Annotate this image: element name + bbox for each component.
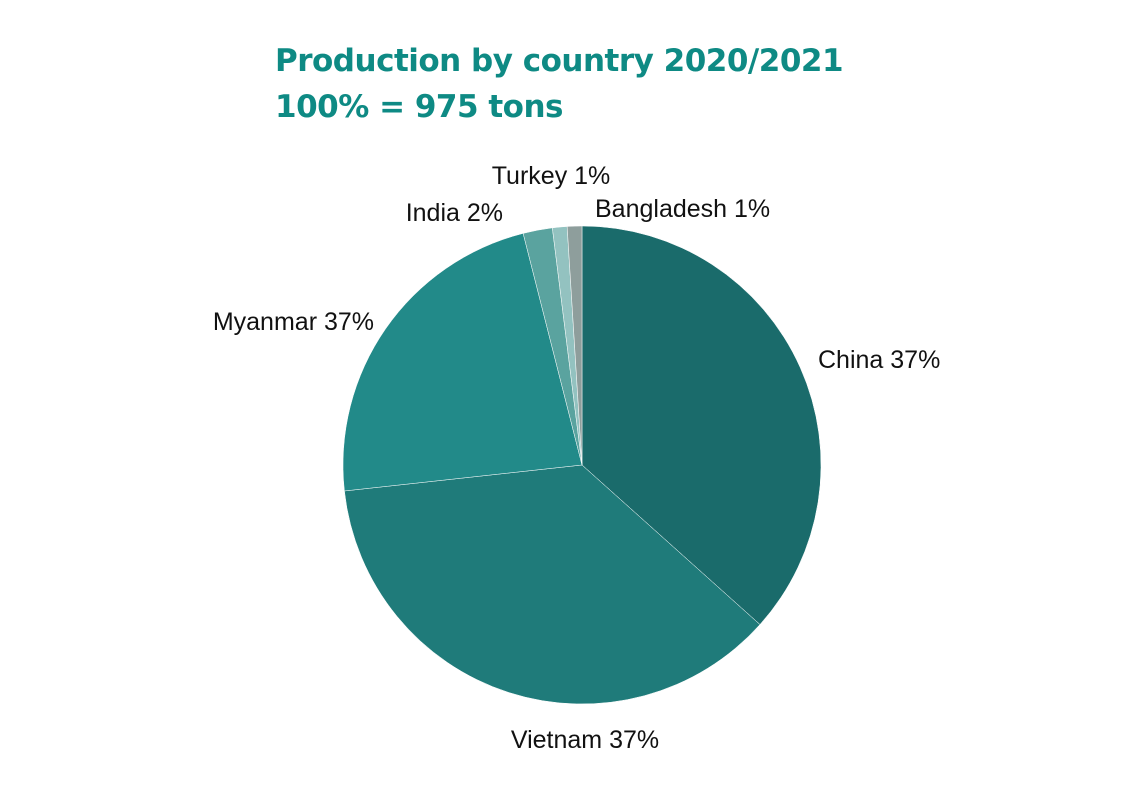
slice-label-3: India 2%: [406, 199, 503, 227]
slice-label-0: China 37%: [818, 346, 940, 374]
pie-labels: China 37% Vietnam 37% Myanmar 37% India 2% T…: [213, 162, 940, 754]
chart-title: Production by country 2020/2021: [275, 43, 844, 79]
pie-slice-1: [344, 464, 761, 705]
pie-slice-2: [342, 233, 583, 492]
pie-slices: [342, 225, 822, 705]
slice-label-1: Vietnam 37%: [511, 726, 659, 754]
pie-slice-5: [566, 225, 583, 466]
pie-slice-0: [581, 225, 822, 625]
chart-subtitle: 100% = 975 tons: [275, 89, 563, 125]
slice-label-4: Turkey 1%: [492, 162, 611, 190]
chart-title-block: Production by country 2020/2021 100% = 9…: [275, 38, 844, 130]
slice-label-2: Myanmar 37%: [213, 308, 374, 336]
slice-label-5: Bangladesh 1%: [595, 195, 770, 223]
